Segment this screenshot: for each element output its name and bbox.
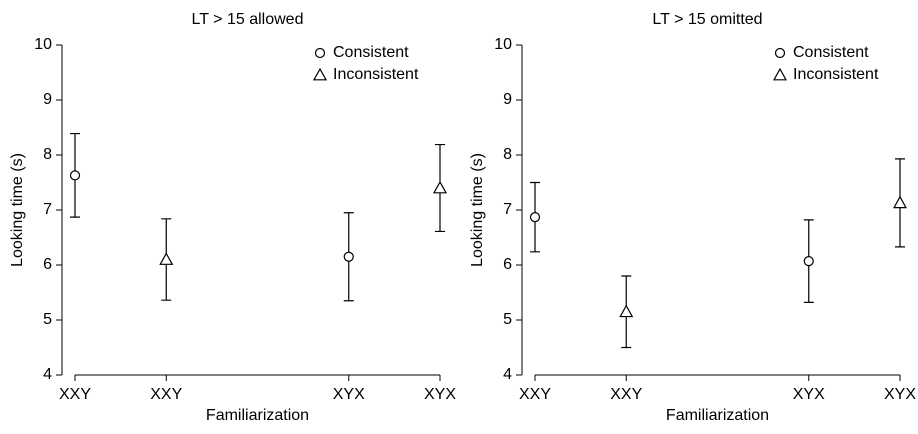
- y-tick-label: 4: [43, 366, 52, 383]
- y-tick-label: 5: [43, 311, 52, 328]
- marker-circle: [803, 256, 814, 267]
- x-tick-label: XXY: [150, 386, 182, 403]
- y-axis-label: Looking time (s): [469, 153, 486, 267]
- x-tick-label: XXY: [59, 386, 91, 403]
- legend-marker: [312, 67, 328, 81]
- y-tick-label: 6: [503, 256, 512, 273]
- legend-label: Consistent: [333, 44, 409, 61]
- x-tick-label: XYX: [884, 386, 916, 403]
- y-tick-label: 6: [43, 256, 52, 273]
- marker-circle: [69, 170, 81, 181]
- x-tick-label: XYX: [424, 386, 456, 403]
- legend-label: Consistent: [793, 44, 869, 61]
- x-tick-label: XXY: [519, 386, 551, 403]
- y-tick-label: 10: [494, 36, 512, 53]
- x-tick-label: XXY: [610, 386, 642, 403]
- y-tick-label: 7: [503, 201, 512, 218]
- legend-label: Inconsistent: [793, 66, 879, 83]
- y-tick-label: 8: [503, 146, 512, 163]
- legend-marker: [314, 47, 326, 59]
- marker-triangle: [432, 180, 448, 194]
- marker-triangle: [159, 252, 174, 265]
- chart-title: LT > 15 omitted: [652, 11, 762, 28]
- x-tick-label: XYX: [333, 386, 365, 403]
- chart-title: LT > 15 allowed: [192, 11, 304, 28]
- x-axis-label: Familiarization: [666, 407, 769, 424]
- y-tick-label: 7: [43, 201, 52, 218]
- legend-marker: [774, 47, 786, 59]
- marker-triangle: [892, 195, 908, 209]
- y-tick-label: 8: [43, 146, 52, 163]
- x-tick-label: XYX: [793, 386, 825, 403]
- y-tick-label: 10: [34, 36, 52, 53]
- x-axis-label: Familiarization: [206, 407, 309, 424]
- marker-circle: [529, 212, 541, 223]
- legend-marker: [772, 67, 788, 81]
- y-tick-label: 9: [43, 91, 52, 108]
- marker-triangle: [619, 304, 634, 318]
- legend-label: Inconsistent: [333, 66, 419, 83]
- y-tick-label: 5: [503, 311, 512, 328]
- marker-circle: [343, 251, 354, 262]
- y-tick-label: 4: [503, 366, 512, 383]
- y-tick-label: 9: [503, 91, 512, 108]
- y-axis-label: Looking time (s): [9, 153, 26, 267]
